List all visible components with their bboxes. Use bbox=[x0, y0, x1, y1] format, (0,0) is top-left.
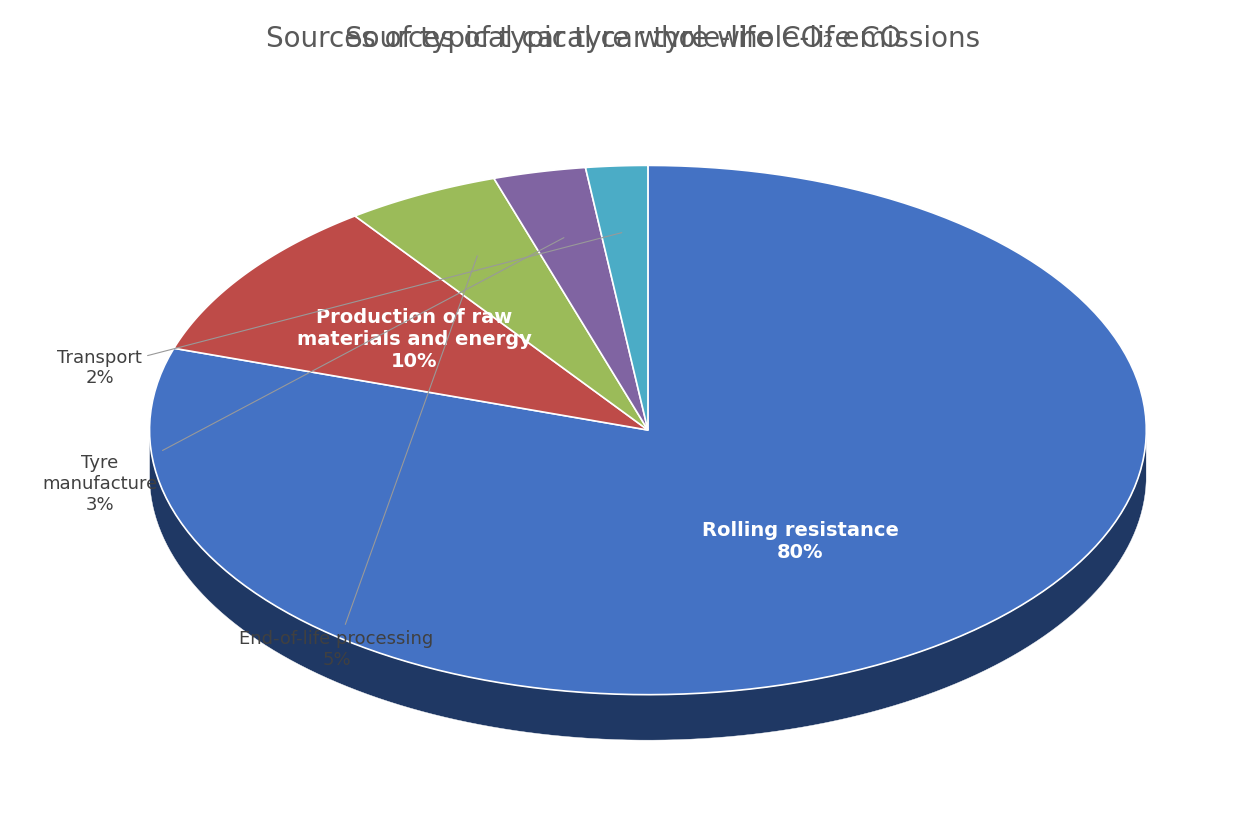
Polygon shape bbox=[493, 168, 648, 430]
Text: Production of raw
materials and energy
10%: Production of raw materials and energy 1… bbox=[297, 308, 532, 371]
Text: End-of-life processing
5%: End-of-life processing 5% bbox=[239, 256, 477, 668]
Polygon shape bbox=[355, 179, 648, 430]
Text: Sources of typical car tyre whole-life CO: Sources of typical car tyre whole-life C… bbox=[345, 25, 901, 53]
Text: Rolling resistance
80%: Rolling resistance 80% bbox=[701, 521, 898, 562]
Polygon shape bbox=[150, 165, 1146, 695]
Text: Transport
2%: Transport 2% bbox=[57, 232, 622, 387]
Polygon shape bbox=[150, 434, 1146, 740]
Polygon shape bbox=[586, 165, 648, 430]
Text: Tyre
manufacture
3%: Tyre manufacture 3% bbox=[42, 237, 564, 514]
Text: Sources of typical car tyre whole-life CO₂ emissions: Sources of typical car tyre whole-life C… bbox=[265, 25, 981, 53]
Polygon shape bbox=[174, 216, 648, 430]
